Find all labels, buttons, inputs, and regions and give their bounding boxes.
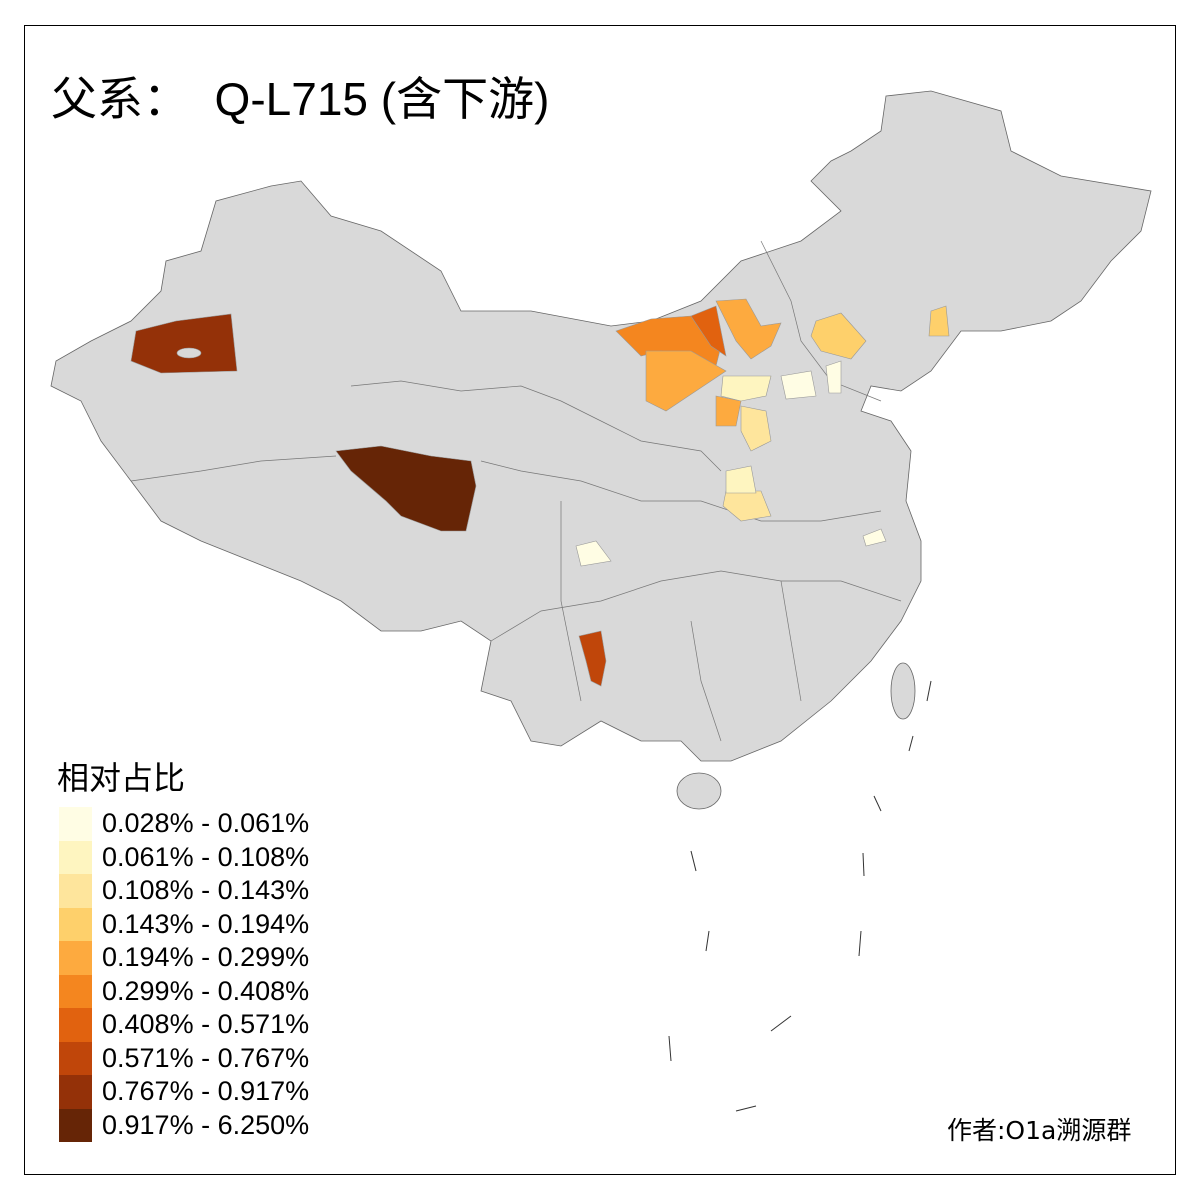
legend-swatch: [59, 1108, 92, 1142]
legend-label: 0.028% - 0.061%: [102, 808, 310, 839]
legend-swatch: [59, 907, 92, 941]
region-inner-mongolia-bayannur: [690, 305, 727, 357]
region-shanxi-west: [715, 395, 742, 427]
legend-item: 0.917% - 6.250%: [59, 1108, 310, 1142]
legend-item: 0.408% - 0.571%: [59, 1008, 309, 1042]
legend-label: 0.143% - 0.194%: [102, 908, 310, 939]
legend-label: 0.061% - 0.108%: [102, 841, 310, 872]
south-china-sea-islands: [668, 680, 932, 1112]
legend-item: 0.299% - 0.408%: [59, 974, 310, 1008]
legend-item: 0.108% - 0.143%: [59, 874, 309, 908]
region-hebei-north: [810, 312, 867, 360]
region-inner-mongolia-ordos: [645, 350, 727, 412]
legend: 0.028% - 0.061% 0.061% - 0.108% 0.108% - 0…: [59, 807, 309, 1142]
legend-swatch: [59, 874, 92, 908]
region-hebei-central: [780, 370, 817, 400]
legend-swatch: [59, 840, 92, 874]
region-henan-west: [725, 465, 757, 494]
legend-item: 0.061% - 0.108%: [59, 840, 310, 874]
highlighted-regions: [130, 298, 950, 687]
legend-item: 0.571% - 0.767%: [59, 1041, 310, 1075]
legend-item: 0.767% - 0.917%: [59, 1075, 309, 1109]
base-land: [50, 90, 1152, 810]
map-frame: 父系： Q-L715 (含下游) 相对占比 0.028% - 0.061% 0.0…: [24, 25, 1176, 1175]
province-borders: [130, 240, 902, 742]
region-inner-mongolia-central: [715, 298, 782, 360]
legend-label: 0.194% - 0.299%: [102, 942, 310, 973]
legend-swatch: [59, 1075, 92, 1109]
legend-item: 0.028% - 0.061%: [59, 807, 309, 841]
legend-label: 0.917% - 6.250%: [102, 1109, 310, 1140]
region-hole: [176, 347, 202, 359]
region-tianjin: [825, 360, 842, 394]
legend-swatch: [59, 1008, 92, 1042]
region-shanxi-north: [720, 375, 772, 402]
legend-swatch: [59, 974, 92, 1008]
hainan-island: [676, 772, 722, 810]
region-qinghai-tibet: [335, 445, 477, 532]
legend-title: 相对占比: [57, 759, 186, 797]
legend-swatch: [59, 941, 92, 975]
legend-swatch: [59, 1041, 92, 1075]
legend-label: 0.108% - 0.143%: [102, 875, 310, 906]
legend-label: 0.571% - 0.767%: [102, 1042, 310, 1073]
legend-label: 0.408% - 0.571%: [102, 1009, 310, 1040]
author-credit: 作者:O1a溯源群: [947, 1116, 1132, 1145]
region-yunnan-south: [578, 630, 607, 687]
region-liaoning: [928, 305, 950, 337]
region-shanxi-south: [740, 405, 772, 452]
china-choropleth-map: [50, 90, 1152, 1112]
region-jiangsu: [862, 528, 887, 547]
region-xinjiang-west: [130, 313, 238, 374]
region-sichuan: [575, 540, 612, 567]
legend-item: 0.143% - 0.194%: [59, 907, 310, 941]
legend-swatch: [59, 807, 92, 841]
taiwan-island: [890, 662, 916, 720]
legend-label: 0.767% - 0.917%: [102, 1076, 310, 1107]
map-title: 父系： Q-L715 (含下游): [51, 73, 550, 125]
legend-label: 0.299% - 0.408%: [102, 975, 310, 1006]
china-mainland: [50, 90, 1152, 762]
legend-item: 0.194% - 0.299%: [59, 941, 309, 975]
